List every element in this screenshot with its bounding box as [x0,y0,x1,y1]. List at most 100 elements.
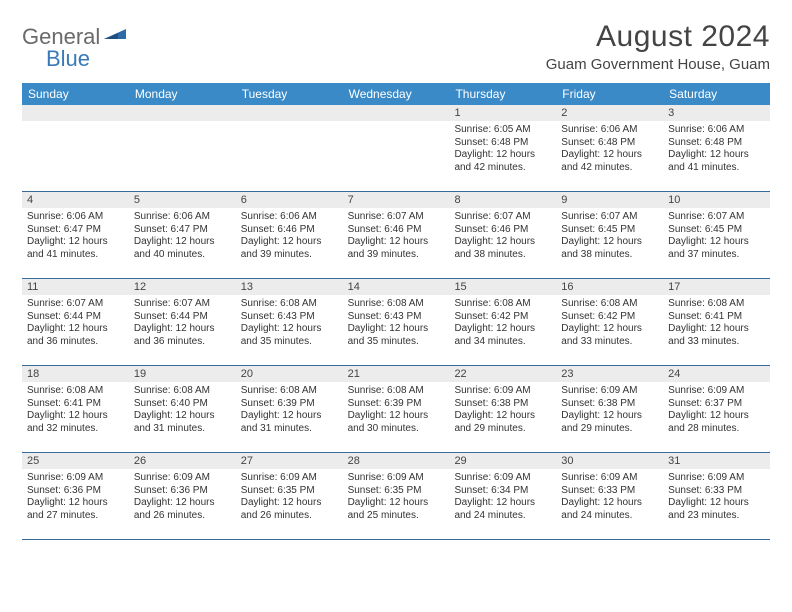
daylight-text: Daylight: 12 hours and 36 minutes. [134,323,231,348]
dow-friday: Friday [556,83,663,105]
sunrise-text: Sunrise: 6:06 AM [134,211,231,224]
day-body: Sunrise: 6:05 AMSunset: 6:48 PMDaylight:… [449,121,556,178]
day-number [343,105,450,121]
day-number: 3 [663,105,770,121]
day-cell: 8Sunrise: 6:07 AMSunset: 6:46 PMDaylight… [449,192,556,278]
daylight-text: Daylight: 12 hours and 28 minutes. [668,410,765,435]
day-body [22,121,129,128]
sunset-text: Sunset: 6:41 PM [668,311,765,324]
day-body: Sunrise: 6:07 AMSunset: 6:45 PMDaylight:… [556,208,663,265]
dow-wednesday: Wednesday [343,83,450,105]
daylight-text: Daylight: 12 hours and 24 minutes. [561,497,658,522]
day-cell [236,105,343,191]
day-cell: 20Sunrise: 6:08 AMSunset: 6:39 PMDayligh… [236,366,343,452]
sunrise-text: Sunrise: 6:06 AM [241,211,338,224]
sunrise-text: Sunrise: 6:09 AM [454,472,551,485]
day-body [236,121,343,128]
day-cell: 2Sunrise: 6:06 AMSunset: 6:48 PMDaylight… [556,105,663,191]
daylight-text: Daylight: 12 hours and 42 minutes. [454,149,551,174]
day-number: 10 [663,192,770,208]
daylight-text: Daylight: 12 hours and 34 minutes. [454,323,551,348]
sunset-text: Sunset: 6:33 PM [561,485,658,498]
sunrise-text: Sunrise: 6:09 AM [348,472,445,485]
day-cell: 26Sunrise: 6:09 AMSunset: 6:36 PMDayligh… [129,453,236,539]
daylight-text: Daylight: 12 hours and 41 minutes. [668,149,765,174]
sunrise-text: Sunrise: 6:09 AM [241,472,338,485]
day-number: 20 [236,366,343,382]
day-cell: 30Sunrise: 6:09 AMSunset: 6:33 PMDayligh… [556,453,663,539]
day-body: Sunrise: 6:08 AMSunset: 6:41 PMDaylight:… [22,382,129,439]
sunrise-text: Sunrise: 6:08 AM [348,298,445,311]
sunrise-text: Sunrise: 6:07 AM [454,211,551,224]
sunset-text: Sunset: 6:46 PM [348,224,445,237]
logo-text-blue: Blue [46,46,90,71]
day-number: 9 [556,192,663,208]
week-row: 11Sunrise: 6:07 AMSunset: 6:44 PMDayligh… [22,279,770,366]
day-number: 2 [556,105,663,121]
week-row: 18Sunrise: 6:08 AMSunset: 6:41 PMDayligh… [22,366,770,453]
day-number: 19 [129,366,236,382]
day-body: Sunrise: 6:07 AMSunset: 6:44 PMDaylight:… [129,295,236,352]
location-label: Guam Government House, Guam [546,56,770,73]
daylight-text: Daylight: 12 hours and 36 minutes. [27,323,124,348]
sunset-text: Sunset: 6:47 PM [134,224,231,237]
day-number: 12 [129,279,236,295]
day-number [236,105,343,121]
day-number: 23 [556,366,663,382]
weeks-container: 1Sunrise: 6:05 AMSunset: 6:48 PMDaylight… [22,105,770,540]
daylight-text: Daylight: 12 hours and 41 minutes. [27,236,124,261]
sunrise-text: Sunrise: 6:09 AM [668,472,765,485]
sunrise-text: Sunrise: 6:09 AM [668,385,765,398]
day-number: 8 [449,192,556,208]
day-cell: 16Sunrise: 6:08 AMSunset: 6:42 PMDayligh… [556,279,663,365]
sunrise-text: Sunrise: 6:08 AM [454,298,551,311]
day-cell: 18Sunrise: 6:08 AMSunset: 6:41 PMDayligh… [22,366,129,452]
daylight-text: Daylight: 12 hours and 42 minutes. [561,149,658,174]
day-cell: 12Sunrise: 6:07 AMSunset: 6:44 PMDayligh… [129,279,236,365]
day-number: 31 [663,453,770,469]
daylight-text: Daylight: 12 hours and 29 minutes. [561,410,658,435]
day-body: Sunrise: 6:09 AMSunset: 6:35 PMDaylight:… [343,469,450,526]
day-body [343,121,450,128]
sunrise-text: Sunrise: 6:08 AM [241,298,338,311]
day-cell: 4Sunrise: 6:06 AMSunset: 6:47 PMDaylight… [22,192,129,278]
sunrise-text: Sunrise: 6:09 AM [561,472,658,485]
day-number: 14 [343,279,450,295]
sunrise-text: Sunrise: 6:09 AM [134,472,231,485]
day-cell: 13Sunrise: 6:08 AMSunset: 6:43 PMDayligh… [236,279,343,365]
day-body: Sunrise: 6:09 AMSunset: 6:36 PMDaylight:… [22,469,129,526]
day-number: 6 [236,192,343,208]
sunset-text: Sunset: 6:39 PM [241,398,338,411]
day-number: 11 [22,279,129,295]
daylight-text: Daylight: 12 hours and 24 minutes. [454,497,551,522]
daylight-text: Daylight: 12 hours and 31 minutes. [134,410,231,435]
day-cell: 10Sunrise: 6:07 AMSunset: 6:45 PMDayligh… [663,192,770,278]
day-body: Sunrise: 6:09 AMSunset: 6:35 PMDaylight:… [236,469,343,526]
sunrise-text: Sunrise: 6:08 AM [668,298,765,311]
day-number: 18 [22,366,129,382]
day-body: Sunrise: 6:08 AMSunset: 6:39 PMDaylight:… [236,382,343,439]
daylight-text: Daylight: 12 hours and 38 minutes. [561,236,658,261]
day-number: 1 [449,105,556,121]
sunset-text: Sunset: 6:34 PM [454,485,551,498]
sunset-text: Sunset: 6:38 PM [454,398,551,411]
dow-tuesday: Tuesday [236,83,343,105]
day-body: Sunrise: 6:09 AMSunset: 6:34 PMDaylight:… [449,469,556,526]
day-cell: 9Sunrise: 6:07 AMSunset: 6:45 PMDaylight… [556,192,663,278]
sunrise-text: Sunrise: 6:07 AM [348,211,445,224]
daylight-text: Daylight: 12 hours and 31 minutes. [241,410,338,435]
day-body: Sunrise: 6:08 AMSunset: 6:41 PMDaylight:… [663,295,770,352]
day-number: 22 [449,366,556,382]
day-body: Sunrise: 6:09 AMSunset: 6:36 PMDaylight:… [129,469,236,526]
dow-saturday: Saturday [663,83,770,105]
daylight-text: Daylight: 12 hours and 37 minutes. [668,236,765,261]
sunset-text: Sunset: 6:42 PM [454,311,551,324]
day-cell: 17Sunrise: 6:08 AMSunset: 6:41 PMDayligh… [663,279,770,365]
sunset-text: Sunset: 6:48 PM [454,137,551,150]
daylight-text: Daylight: 12 hours and 35 minutes. [241,323,338,348]
daylight-text: Daylight: 12 hours and 33 minutes. [668,323,765,348]
day-number: 17 [663,279,770,295]
day-body: Sunrise: 6:09 AMSunset: 6:37 PMDaylight:… [663,382,770,439]
day-body: Sunrise: 6:08 AMSunset: 6:40 PMDaylight:… [129,382,236,439]
sunrise-text: Sunrise: 6:09 AM [561,385,658,398]
